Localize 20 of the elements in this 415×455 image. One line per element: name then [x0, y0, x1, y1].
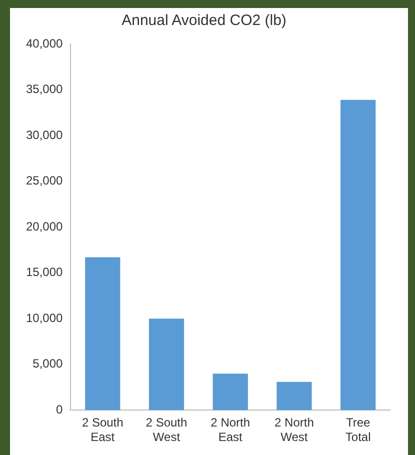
- y-tick-label: 35,000: [26, 82, 64, 96]
- y-tick-label: 15,000: [26, 265, 64, 280]
- x-tick-label: 2 South East: [82, 416, 124, 444]
- bar: [340, 100, 376, 410]
- x-tick-label: 2 North East: [210, 416, 250, 444]
- y-tick-label: 20,000: [26, 219, 64, 234]
- y-tick-label: 30,000: [26, 128, 64, 142]
- bar: [212, 374, 248, 410]
- x-tick-label: Tree Total: [345, 416, 371, 444]
- bar: [276, 382, 312, 410]
- x-tick-label: 2 North West: [274, 416, 314, 444]
- bar: [85, 257, 120, 410]
- y-tick-label: 25,000: [26, 174, 64, 188]
- y-tick-label: 0: [56, 402, 64, 417]
- chart-title: Annual Avoided CO2 (lb): [122, 12, 286, 30]
- y-tick-label: 10,000: [26, 310, 64, 325]
- bar: [148, 318, 184, 410]
- y-tick-label: 40,000: [26, 36, 64, 50]
- y-tick-label: 5,000: [32, 356, 64, 371]
- x-tick-label: 2 South West: [146, 416, 188, 444]
